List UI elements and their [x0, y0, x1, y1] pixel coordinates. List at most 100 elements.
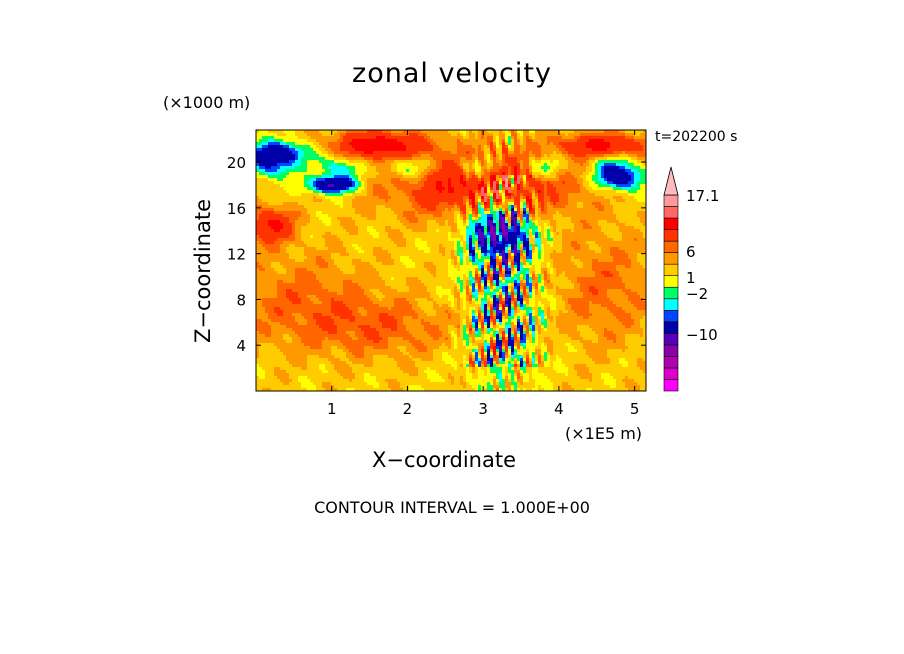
field-cell [412, 181, 416, 185]
field-cell [256, 154, 260, 158]
field-cell [295, 331, 299, 335]
field-cell [364, 367, 368, 371]
field-cell [286, 322, 290, 326]
field-cell [400, 199, 404, 203]
field-cell [379, 355, 383, 359]
field-cell [313, 346, 317, 350]
field-cell [319, 139, 323, 143]
field-cell [346, 157, 350, 161]
field-cell [316, 355, 320, 359]
field-cell [265, 157, 269, 161]
field-cell [355, 277, 359, 281]
field-cell [391, 373, 395, 377]
field-cell [319, 205, 323, 209]
field-cell [307, 301, 311, 305]
field-cell [262, 160, 266, 164]
field-cell [352, 244, 356, 248]
field-cell [289, 358, 293, 362]
field-cell [304, 313, 308, 317]
field-cell [409, 253, 413, 257]
field-cell [271, 319, 275, 323]
field-cell [277, 217, 281, 221]
field-cell [373, 145, 377, 149]
field-cell [322, 247, 326, 251]
field-cell [256, 157, 260, 161]
field-cell [265, 187, 269, 191]
field-cell [412, 175, 416, 179]
field-cell [313, 205, 317, 209]
field-cell [304, 361, 308, 365]
field-cell [385, 349, 389, 353]
field-cell [316, 181, 320, 185]
field-cell [415, 235, 419, 239]
field-cell [424, 292, 428, 296]
field-cell [268, 385, 272, 389]
field-cell [328, 265, 332, 269]
field-cell [427, 217, 431, 221]
field-cell [421, 307, 425, 311]
field-cell [331, 358, 335, 362]
field-cell [295, 277, 299, 281]
field-cell [340, 220, 344, 224]
field-cell [364, 163, 368, 167]
field-cell [382, 238, 386, 242]
field-cell [367, 355, 371, 359]
field-cell [256, 355, 260, 359]
field-cell [382, 277, 386, 281]
field-cell [295, 214, 299, 218]
field-cell [328, 373, 332, 377]
field-cell [256, 148, 260, 152]
field-cell [394, 163, 398, 167]
field-cell [316, 157, 320, 161]
field-cell [379, 166, 383, 170]
field-cell [256, 232, 260, 236]
field-cell [322, 235, 326, 239]
field-cell [271, 202, 275, 206]
field-cell [295, 202, 299, 206]
field-cell [367, 244, 371, 248]
field-cell [385, 325, 389, 329]
field-cell [265, 286, 269, 290]
field-cell [271, 190, 275, 194]
field-cell [265, 205, 269, 209]
field-cell [277, 298, 281, 302]
field-cell [412, 238, 416, 242]
field-cell [376, 193, 380, 197]
field-cell [307, 160, 311, 164]
field-cell [295, 244, 299, 248]
field-cell [352, 136, 356, 140]
field-cell [340, 178, 344, 182]
field-cell [391, 190, 395, 194]
field-cell [316, 325, 320, 329]
field-cell [409, 136, 413, 140]
field-cell [418, 301, 422, 305]
field-cell [292, 304, 296, 308]
field-cell [403, 361, 407, 365]
field-cell [358, 220, 362, 224]
field-cell [355, 178, 359, 182]
field-cell [355, 307, 359, 311]
field-cell [364, 385, 368, 389]
field-cell [283, 133, 287, 137]
field-cell [340, 346, 344, 350]
field-cell [394, 136, 398, 140]
field-cell [370, 325, 374, 329]
field-cell [394, 358, 398, 362]
field-cell [328, 226, 332, 230]
field-cell [355, 160, 359, 164]
field-cell [358, 202, 362, 206]
field-cell [286, 193, 290, 197]
field-cell [406, 328, 410, 332]
field-cell [319, 328, 323, 332]
field-cell [280, 379, 284, 383]
field-cell [337, 166, 341, 170]
field-cell [337, 214, 341, 218]
field-cell [379, 319, 383, 323]
field-cell [283, 151, 287, 155]
field-cell [382, 247, 386, 251]
field-cell [316, 352, 320, 356]
field-cell [388, 346, 392, 350]
field-cell [358, 169, 362, 173]
field-cell [262, 313, 266, 317]
field-cell [346, 385, 350, 389]
